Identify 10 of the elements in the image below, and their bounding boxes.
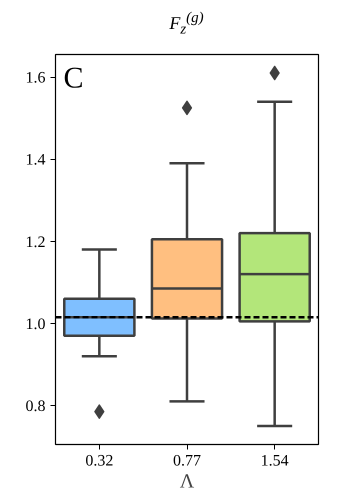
annotation: C <box>64 62 84 94</box>
x-tick-label: 1.54 <box>260 452 289 470</box>
y-tick-label: 1.4 <box>26 152 46 169</box>
y-tick-label: 1.0 <box>26 316 46 333</box>
y-tick-label: 0.8 <box>26 398 46 415</box>
y-tick-label: 1.2 <box>26 234 46 251</box>
x-tick-label: 0.77 <box>173 452 201 470</box>
y-tick-label: 1.6 <box>26 70 46 87</box>
x-tick-label: 0.32 <box>85 452 114 470</box>
x-axis-title: Λ <box>180 470 195 492</box>
